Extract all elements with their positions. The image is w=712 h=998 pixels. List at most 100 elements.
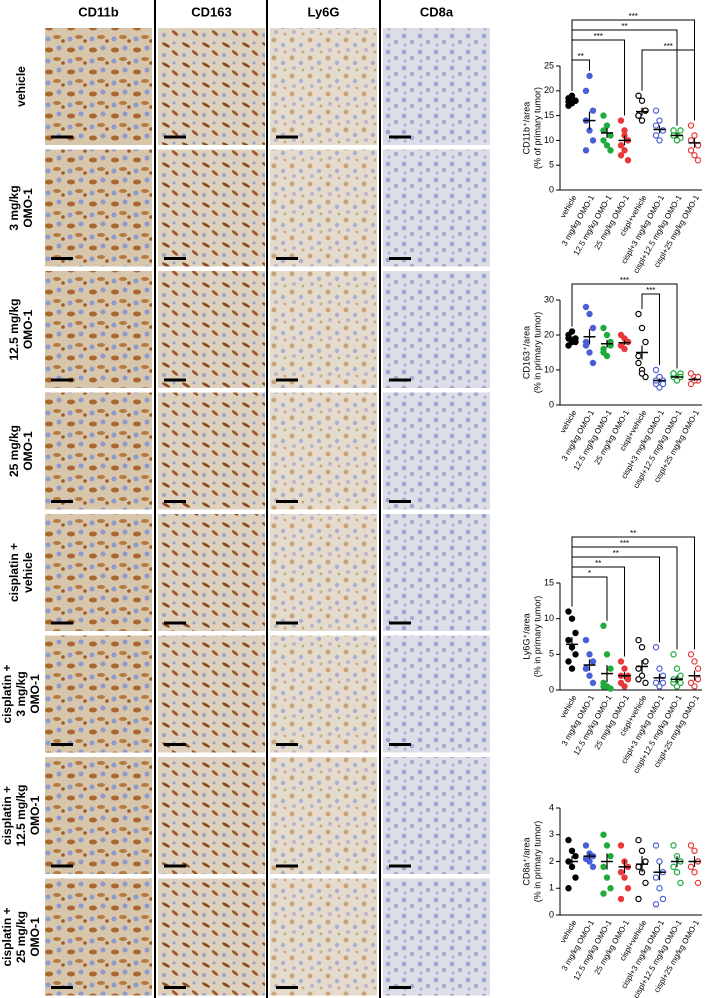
data-point	[582, 147, 590, 154]
data-point	[673, 869, 681, 876]
data-point	[607, 885, 614, 892]
data-point	[656, 858, 663, 865]
micrograph	[270, 28, 377, 145]
micrograph	[45, 392, 152, 510]
data-point	[589, 863, 597, 871]
y-tick-label: 15	[544, 577, 554, 587]
y-tick-label: 10	[544, 613, 554, 623]
significance-label: ***	[664, 42, 673, 51]
row-label: 3 mg/kg	[14, 671, 28, 716]
data-point	[586, 349, 593, 356]
data-point	[600, 831, 607, 838]
data-point	[635, 310, 642, 318]
micrograph	[158, 28, 265, 145]
data-point	[568, 665, 576, 672]
data-point	[589, 658, 597, 665]
data-point	[572, 629, 579, 637]
row-label: vehicle	[14, 66, 28, 107]
data-point	[694, 879, 702, 887]
data-point	[568, 615, 576, 622]
data-point	[600, 137, 607, 144]
micrograph	[158, 271, 265, 388]
row-label: 25 mg/kg	[7, 425, 21, 477]
data-point	[568, 328, 576, 335]
data-point	[600, 863, 607, 871]
data-point	[687, 147, 695, 154]
data-point	[691, 658, 698, 665]
data-point	[652, 842, 660, 849]
row-label: vehicle	[21, 552, 35, 593]
data-point	[638, 97, 646, 104]
micrograph	[45, 757, 152, 874]
data-point	[617, 658, 625, 665]
data-point	[586, 651, 593, 658]
y-axis-label: Ly6G⁺/area	[521, 613, 531, 659]
data-point	[652, 874, 660, 881]
data-point	[603, 122, 611, 129]
data-point	[617, 842, 625, 849]
data-point	[617, 869, 625, 876]
y-axis-label: CD8a⁺/area	[521, 837, 531, 885]
data-point	[607, 685, 614, 692]
micrograph	[270, 271, 377, 388]
significance-label: *	[588, 569, 591, 578]
row-label: 25 mg/kg	[14, 911, 28, 963]
data-point	[656, 117, 663, 124]
data-point	[687, 842, 695, 849]
micrograph	[270, 514, 377, 631]
micrograph	[383, 392, 490, 510]
micrograph	[383, 28, 490, 145]
y-tick-label: 0	[549, 399, 554, 409]
row-label: 12.5 mg/kg	[7, 298, 21, 360]
data-point	[582, 665, 590, 672]
y-tick-label: 10	[544, 135, 554, 145]
data-point	[642, 879, 649, 887]
significance-bracket	[571, 536, 695, 650]
y-axis-label: (% in primary tumor)	[532, 312, 542, 394]
micrograph	[45, 271, 152, 388]
row-label: OMO-1	[28, 796, 42, 836]
data-point	[677, 879, 684, 887]
y-tick-label: 0	[549, 684, 554, 694]
data-point	[635, 359, 642, 367]
data-point	[624, 676, 632, 683]
data-point	[624, 157, 632, 164]
y-axis-label: CD11b⁺/area	[521, 102, 531, 155]
data-point	[691, 152, 698, 159]
significance-label: **	[595, 559, 601, 568]
data-point	[659, 127, 667, 134]
data-point	[642, 858, 649, 865]
data-point	[589, 137, 597, 144]
data-point	[572, 852, 579, 860]
data-point	[565, 658, 572, 665]
data-point	[652, 122, 660, 129]
y-axis-label: CD163⁺/area	[521, 326, 531, 379]
data-point	[589, 679, 597, 687]
row-label: cisplatin +	[7, 543, 21, 602]
data-point	[691, 683, 698, 690]
data-point	[673, 137, 681, 144]
data-point	[642, 107, 649, 114]
significance-bracket	[571, 576, 608, 621]
data-point	[603, 874, 611, 881]
data-point	[687, 122, 695, 129]
column-header: Ly6G	[307, 4, 339, 19]
significance-bracket	[571, 566, 625, 657]
data-point	[638, 370, 646, 377]
data-point	[670, 842, 677, 849]
row-label: 12.5 mg/kg	[14, 784, 28, 846]
data-point	[659, 679, 667, 687]
y-tick-label: 25	[544, 60, 554, 70]
row-label: OMO-1	[21, 310, 35, 350]
data-point	[670, 651, 677, 658]
data-point	[582, 842, 590, 849]
data-point	[652, 366, 660, 374]
micrograph	[45, 878, 152, 996]
data-point	[691, 869, 698, 876]
y-tick-label: 0	[549, 184, 554, 194]
micrograph	[45, 635, 152, 753]
data-point	[582, 636, 590, 644]
data-point	[617, 342, 625, 349]
data-point	[652, 107, 660, 114]
micrograph	[270, 878, 377, 996]
